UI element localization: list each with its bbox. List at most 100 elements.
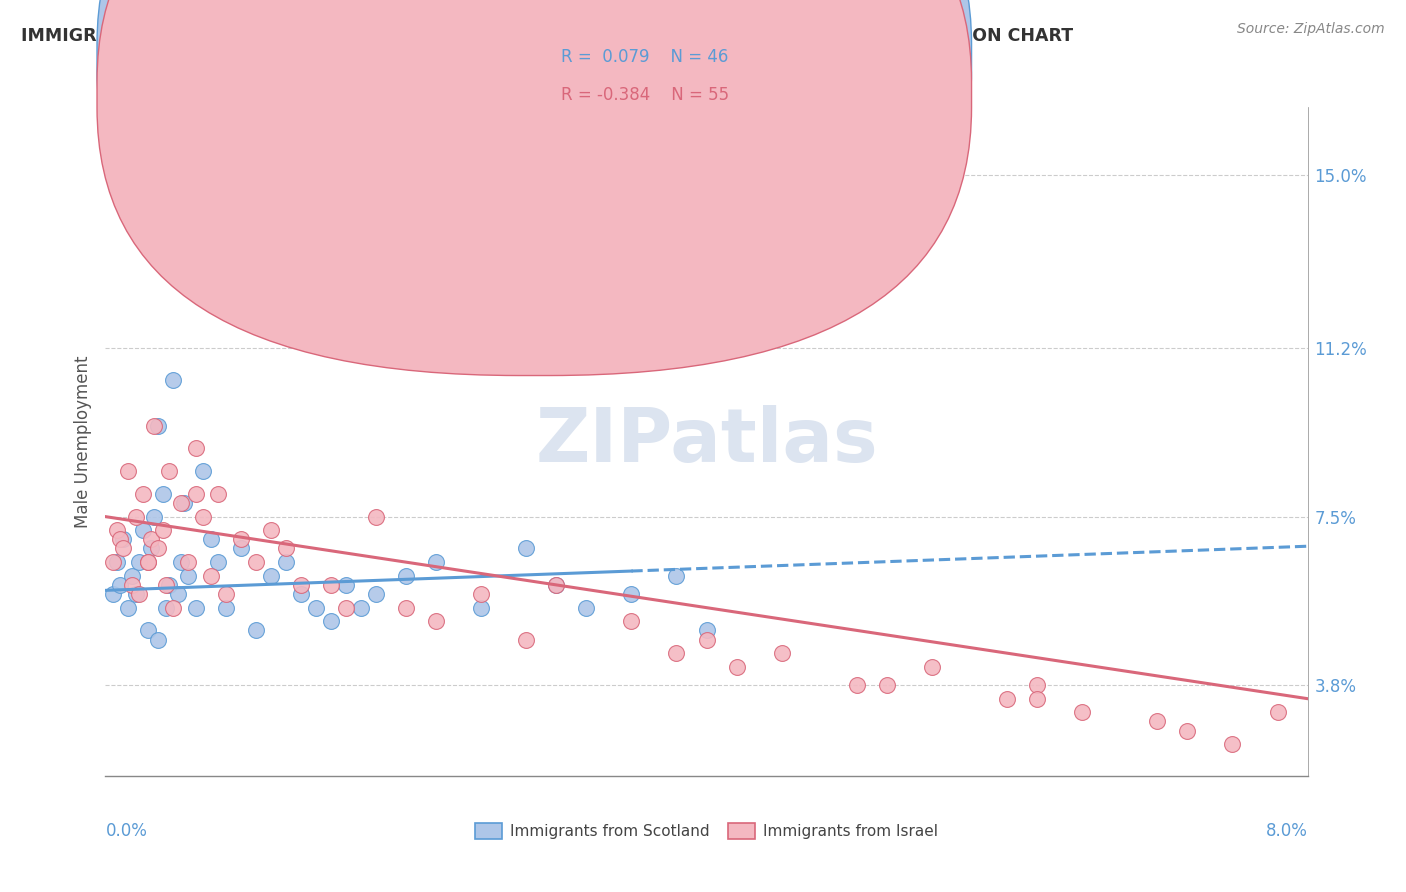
Point	[177, 555, 200, 569]
Point	[152, 523, 174, 537]
Point	[191, 509, 214, 524]
Point	[1026, 678, 1049, 692]
Point	[169, 496, 191, 510]
Point	[876, 678, 898, 692]
Text: R = -0.384    N = 55: R = -0.384 N = 55	[561, 86, 730, 103]
Text: 0.0%: 0.0%	[105, 822, 148, 840]
Point	[229, 541, 252, 556]
Point	[173, 496, 195, 510]
Point	[470, 587, 492, 601]
Point	[132, 487, 155, 501]
Point	[136, 555, 159, 569]
Point	[1026, 691, 1049, 706]
Point	[107, 523, 129, 537]
Point	[200, 569, 222, 583]
Point	[575, 600, 598, 615]
Point	[665, 646, 688, 660]
Text: R =  0.079    N = 46: R = 0.079 N = 46	[561, 48, 728, 66]
Point	[124, 587, 146, 601]
Text: IMMIGRANTS FROM SCOTLAND VS IMMIGRANTS FROM ISRAEL MALE UNEMPLOYMENT CORRELATION: IMMIGRANTS FROM SCOTLAND VS IMMIGRANTS F…	[21, 27, 1073, 45]
Point	[319, 615, 342, 629]
Text: 8.0%: 8.0%	[1265, 822, 1308, 840]
Point	[725, 660, 748, 674]
Point	[290, 587, 312, 601]
Point	[117, 464, 139, 478]
Point	[110, 578, 132, 592]
Point	[1267, 706, 1289, 720]
Point	[132, 523, 155, 537]
Point	[620, 615, 643, 629]
Point	[184, 442, 207, 456]
Point	[335, 600, 357, 615]
Point	[169, 555, 191, 569]
Point	[274, 555, 297, 569]
Point	[696, 624, 718, 638]
Point	[121, 569, 143, 583]
Y-axis label: Male Unemployment: Male Unemployment	[73, 355, 91, 528]
Point	[107, 555, 129, 569]
Point	[177, 569, 200, 583]
Point	[124, 509, 146, 524]
Text: ZIPatlas: ZIPatlas	[536, 405, 877, 478]
Point	[1071, 706, 1094, 720]
Point	[214, 587, 236, 601]
Point	[157, 578, 180, 592]
Point	[146, 418, 169, 433]
Point	[200, 533, 222, 547]
Point	[110, 533, 132, 547]
Point	[260, 569, 283, 583]
Point	[139, 533, 162, 547]
Point	[364, 587, 387, 601]
Point	[395, 569, 418, 583]
Point	[335, 578, 357, 592]
Point	[184, 600, 207, 615]
Point	[184, 487, 207, 501]
Point	[136, 624, 159, 638]
Point	[245, 624, 267, 638]
Point	[128, 555, 150, 569]
Point	[166, 587, 188, 601]
Point	[290, 578, 312, 592]
Point	[191, 464, 214, 478]
Point	[515, 632, 537, 647]
Point	[146, 632, 169, 647]
Point	[245, 555, 267, 569]
Point	[696, 632, 718, 647]
Point	[101, 555, 124, 569]
Point	[546, 578, 568, 592]
Point	[155, 600, 177, 615]
Point	[142, 418, 165, 433]
Point	[425, 555, 447, 569]
Point	[921, 660, 943, 674]
Point	[470, 600, 492, 615]
Point	[546, 578, 568, 592]
Point	[142, 509, 165, 524]
Point	[1175, 723, 1198, 738]
Point	[845, 678, 868, 692]
Point	[395, 600, 418, 615]
Point	[152, 487, 174, 501]
Point	[162, 373, 184, 387]
Legend: Immigrants from Scotland, Immigrants from Israel: Immigrants from Scotland, Immigrants fro…	[468, 816, 945, 846]
Point	[1146, 714, 1168, 729]
Point	[121, 578, 143, 592]
Point	[155, 578, 177, 592]
Point	[112, 541, 135, 556]
Point	[274, 541, 297, 556]
Point	[229, 533, 252, 547]
Point	[112, 533, 135, 547]
Point	[162, 600, 184, 615]
Point	[207, 555, 229, 569]
Point	[101, 587, 124, 601]
Point	[128, 587, 150, 601]
Point	[350, 600, 373, 615]
Point	[425, 615, 447, 629]
Point	[139, 541, 162, 556]
Point	[995, 691, 1018, 706]
Point	[117, 600, 139, 615]
Point	[207, 487, 229, 501]
Point	[136, 555, 159, 569]
Point	[1222, 737, 1244, 751]
Point	[157, 464, 180, 478]
Point	[364, 509, 387, 524]
